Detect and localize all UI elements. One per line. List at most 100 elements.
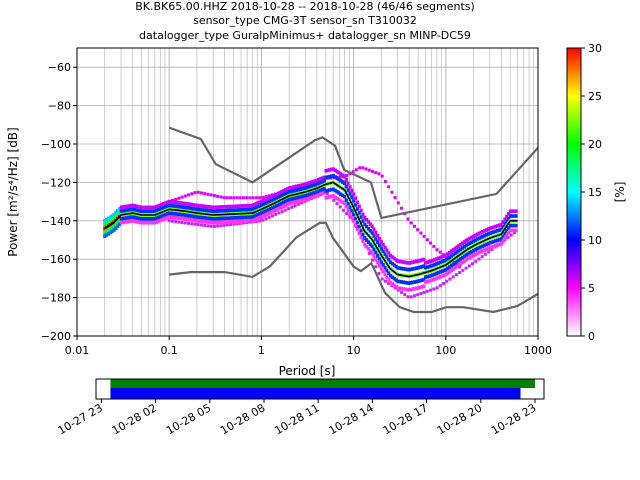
ppsd-cell — [346, 201, 350, 206]
ppsd-cell — [287, 197, 291, 202]
ppsd-cell — [510, 223, 514, 228]
ppsd-cell — [175, 204, 179, 209]
ppsd-cell — [388, 253, 393, 258]
ppsd-cell — [211, 205, 216, 210]
ppsd-cell — [254, 217, 258, 222]
ppsd-cell — [199, 191, 203, 195]
ppsd-cell — [514, 214, 518, 218]
ppsd-cell — [451, 252, 455, 257]
ppsd-cell — [337, 191, 341, 195]
ppsd-cell — [138, 216, 142, 221]
ppsd-cell — [293, 200, 297, 205]
ppsd-cell — [416, 293, 420, 297]
ppsd-cell — [448, 277, 452, 281]
ppsd-cell — [487, 250, 491, 254]
ppsd-cell — [427, 264, 431, 269]
ppsd-cell — [351, 170, 355, 174]
ppsd-cell — [232, 208, 236, 213]
ppsd-cell — [506, 231, 511, 235]
ppsd-cell — [411, 280, 415, 285]
ppsd-cell — [425, 238, 429, 242]
ppsd-cell — [335, 169, 339, 174]
ppsd-cell — [149, 209, 153, 213]
ppsd-cell — [370, 244, 374, 249]
y-axis-label: Power [m²/s⁴/Hz] [dB] — [6, 127, 20, 256]
ppsd-cell — [212, 194, 216, 198]
ppsd-cell — [455, 250, 459, 254]
ppsd-cell — [387, 185, 391, 189]
ppsd-cell — [484, 242, 489, 247]
ppsd-cell — [352, 199, 356, 203]
ppsd-cell — [392, 256, 396, 261]
ppsd-cell — [151, 220, 155, 225]
ppsd-cell — [167, 199, 171, 204]
ppsd-cell — [411, 287, 415, 291]
ppsd-cell — [259, 203, 264, 208]
ppsd-cell — [416, 286, 420, 290]
ppsd-cell — [331, 194, 336, 198]
ppsd-cell — [304, 186, 308, 190]
ppsd-cell — [206, 220, 210, 224]
ppsd-cell — [337, 197, 341, 202]
ppsd-cell — [241, 196, 245, 200]
ppsd-cell — [245, 207, 249, 212]
ppsd-cell — [424, 261, 428, 265]
ppsd-cell — [460, 260, 465, 265]
ppsd-cell — [514, 228, 518, 233]
ppsd-cell — [304, 197, 308, 202]
ppsd-cell — [127, 219, 131, 224]
ppsd-cell — [175, 216, 179, 220]
ppsd-cell — [158, 203, 162, 208]
ppsd-cell — [435, 271, 439, 276]
ppsd-cell — [293, 196, 297, 201]
ppsd-cell — [235, 204, 240, 209]
ppsd-cell — [446, 252, 450, 256]
ppsd-cell — [412, 224, 416, 228]
ppsd-cell — [152, 205, 157, 210]
ppsd-cell — [206, 224, 210, 228]
ppsd-cell — [324, 169, 328, 173]
ppsd-cell — [307, 181, 312, 185]
ppsd-cell — [180, 220, 184, 224]
ppsd-cell — [328, 168, 332, 172]
ppsd-cell — [269, 199, 273, 203]
ppsd-cell — [241, 219, 245, 224]
ppsd-cell — [374, 250, 378, 255]
ppsd-cell — [256, 205, 260, 209]
ppsd-cell — [136, 204, 140, 209]
ppsd-cell — [449, 263, 454, 268]
mode-curve-line — [104, 181, 518, 278]
ppsd-cell — [239, 204, 243, 208]
colorbar-tick-label: 20 — [588, 138, 602, 151]
ppsd-cell — [441, 281, 445, 285]
ppsd-cell — [116, 224, 120, 229]
ppsd-cell — [317, 189, 321, 194]
ppsd-cell — [313, 179, 317, 183]
ppsd-cell — [219, 209, 223, 213]
ppsd-cell — [329, 174, 334, 178]
ppsd-cell — [313, 190, 317, 195]
ppsd-cell — [280, 201, 284, 206]
ppsd-cell — [178, 212, 182, 217]
ppsd-cell — [431, 263, 435, 268]
ppsd-cell — [353, 196, 358, 200]
ppsd-cell — [322, 175, 326, 180]
ppsd-cell — [223, 208, 227, 213]
ppsd-cell — [427, 279, 431, 283]
ppsd-cell — [132, 207, 136, 212]
timeline-tick-label: 10-28 20 — [435, 401, 484, 437]
ppsd-cell — [170, 219, 174, 223]
ppsd-cell — [361, 166, 365, 170]
ppsd-cell — [481, 244, 485, 248]
ppsd-cell — [394, 285, 398, 289]
ppsd-cell — [186, 217, 190, 222]
ppsd-cell — [225, 196, 229, 200]
ppsd-cell — [114, 226, 118, 230]
ppsd-cell — [459, 247, 463, 252]
ppsd-cell — [193, 214, 197, 219]
ppsd-cell — [359, 228, 363, 233]
ppsd-cell — [401, 267, 406, 271]
ppsd-cell — [387, 251, 391, 255]
ppsd-cell — [333, 168, 337, 173]
ppsd-cell — [250, 219, 254, 223]
